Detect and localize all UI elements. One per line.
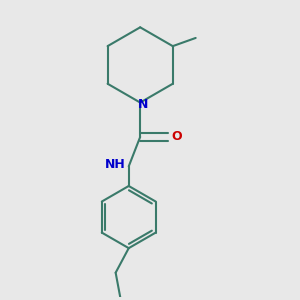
Text: N: N xyxy=(138,98,148,111)
Text: O: O xyxy=(172,130,182,143)
Text: NH: NH xyxy=(105,158,125,171)
